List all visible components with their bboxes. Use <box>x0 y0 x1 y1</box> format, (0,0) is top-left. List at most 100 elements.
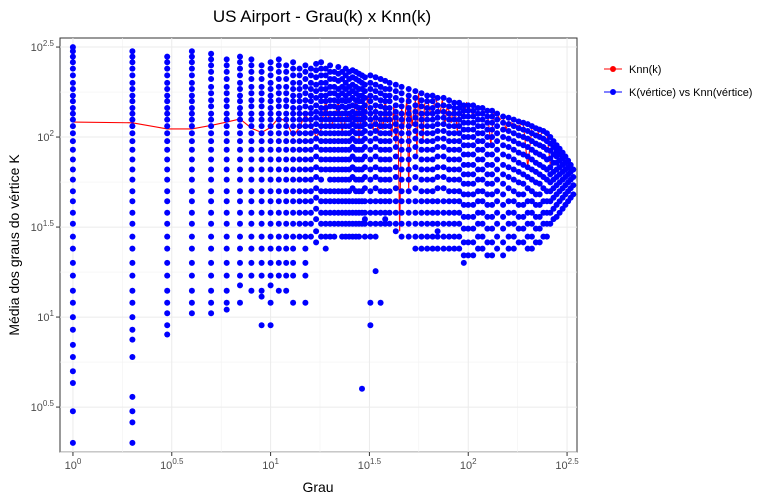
data-point <box>405 130 412 137</box>
data-point <box>290 72 297 79</box>
data-point <box>489 252 496 259</box>
data-point <box>164 110 171 117</box>
data-point <box>465 252 472 259</box>
data-point <box>372 128 379 134</box>
data-point <box>386 123 393 130</box>
data-point <box>188 156 195 163</box>
data-point <box>318 130 325 137</box>
data-point <box>475 220 481 227</box>
data-point <box>129 198 136 205</box>
data-point <box>446 116 453 123</box>
data-point <box>470 119 477 126</box>
data-point <box>440 185 447 192</box>
data-point <box>69 287 76 294</box>
data-point <box>307 92 314 99</box>
data-point <box>386 146 393 153</box>
data-point <box>465 239 472 246</box>
data-point <box>313 228 320 235</box>
data-point <box>267 188 274 195</box>
data-point <box>367 156 374 163</box>
data-point <box>398 176 405 183</box>
data-point <box>418 209 425 216</box>
data-point <box>440 209 447 216</box>
data-point <box>367 220 374 227</box>
data-point <box>129 233 136 240</box>
data-point <box>290 166 297 173</box>
data-point <box>570 166 577 173</box>
data-point <box>528 220 535 227</box>
x-tick-label: 100 <box>65 457 82 472</box>
data-point <box>327 110 334 117</box>
data-point <box>405 220 412 227</box>
data-point <box>398 97 405 104</box>
data-point <box>528 188 535 195</box>
data-point <box>275 198 282 205</box>
data-point <box>290 123 297 130</box>
data-point <box>494 233 501 240</box>
data-point <box>290 98 297 105</box>
data-point <box>524 233 531 240</box>
data-point <box>434 164 441 171</box>
data-point <box>188 59 195 66</box>
data-point <box>377 90 384 97</box>
data-point <box>318 92 325 99</box>
data-point <box>412 114 419 121</box>
data-point <box>188 130 195 137</box>
data-point <box>164 259 171 266</box>
data-point <box>398 123 405 130</box>
data-point <box>515 140 522 147</box>
data-point <box>510 176 517 183</box>
data-point <box>424 156 431 163</box>
data-point <box>237 116 243 123</box>
data-point <box>515 125 522 132</box>
data-point <box>475 146 481 153</box>
data-point <box>258 130 265 137</box>
data-point <box>392 185 399 192</box>
data-point <box>536 191 543 198</box>
data-point <box>460 161 467 168</box>
data-point <box>405 233 412 240</box>
data-point <box>367 198 374 205</box>
data-point <box>342 79 349 86</box>
data-point <box>356 233 362 240</box>
data-point <box>434 228 441 235</box>
data-point <box>267 233 274 240</box>
data-point <box>505 164 512 171</box>
data-point <box>479 105 486 111</box>
data-point <box>69 79 76 86</box>
data-point <box>510 233 517 240</box>
data-point <box>248 56 255 63</box>
data-point <box>267 156 274 163</box>
data-point <box>237 86 243 92</box>
data-point <box>296 198 303 205</box>
data-point <box>456 130 463 137</box>
data-point <box>424 209 431 216</box>
data-point <box>313 239 320 246</box>
data-point <box>223 130 230 137</box>
data-point <box>302 176 309 183</box>
data-point <box>248 176 255 183</box>
data-point <box>318 116 325 123</box>
data-point <box>275 259 282 266</box>
data-point <box>69 130 76 137</box>
data-point <box>223 116 230 123</box>
x-axis-title: Grau <box>302 479 333 495</box>
data-point <box>283 68 290 75</box>
data-point <box>129 287 136 294</box>
data-point <box>405 105 412 111</box>
data-point <box>465 113 472 120</box>
data-point <box>475 188 481 195</box>
data-point <box>392 114 399 121</box>
data-point <box>290 198 297 205</box>
data-point <box>382 188 389 195</box>
data-point <box>164 245 171 252</box>
data-point <box>208 176 215 183</box>
data-point <box>386 166 393 173</box>
data-point <box>367 86 374 92</box>
data-point <box>434 233 441 240</box>
data-point <box>465 201 472 208</box>
data-point <box>307 130 314 137</box>
data-point <box>237 282 243 289</box>
data-point <box>377 156 384 163</box>
data-point <box>258 146 265 153</box>
